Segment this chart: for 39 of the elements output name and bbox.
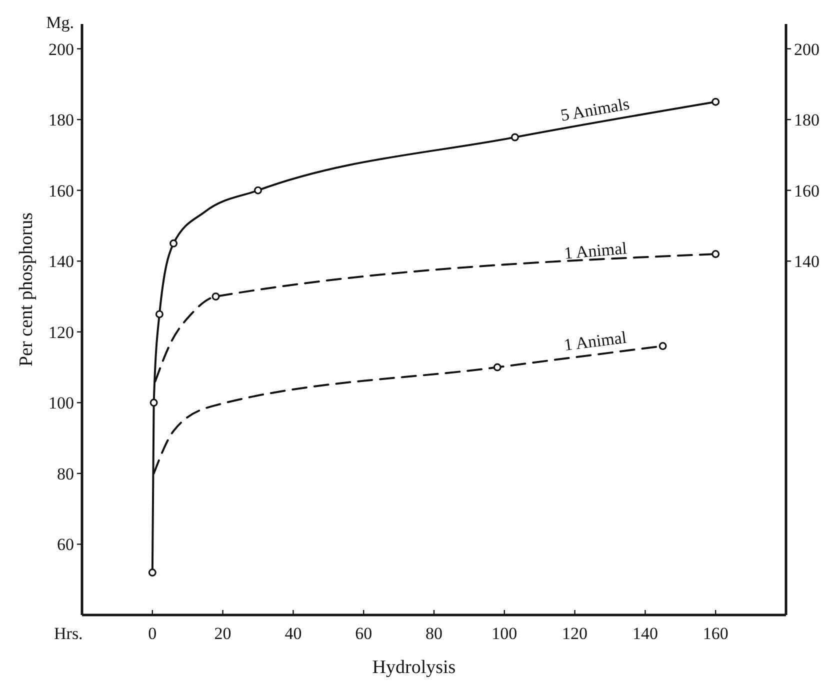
point — [658, 342, 667, 350]
text: Hrs. — [54, 624, 83, 643]
point — [212, 292, 220, 300]
point — [510, 133, 519, 142]
x-axis-title: Hydrolysis — [372, 657, 456, 678]
point — [254, 186, 262, 194]
x-tick-label: 0 — [148, 624, 157, 643]
y-tick-label: 80 — [57, 464, 74, 484]
y-tick-label: 100 — [48, 394, 74, 413]
x-tick-label: 40 — [284, 624, 302, 643]
point — [493, 363, 502, 372]
text: 1 Animal — [562, 328, 628, 355]
y-axis-title: Per cent phosphorus — [16, 212, 37, 367]
text: Mg. — [46, 13, 74, 32]
series-label: 1 Animal — [563, 238, 628, 263]
x-tick-label: 120 — [562, 624, 588, 643]
y2-tick-label: 160 — [794, 181, 820, 200]
y-tick-label: 120 — [48, 322, 74, 342]
y-tick-label: 200 — [48, 40, 74, 59]
x-tick-label: 80 — [426, 624, 442, 643]
point — [170, 239, 178, 248]
x-tick-label: 140 — [632, 624, 658, 643]
point — [712, 250, 720, 258]
point — [712, 98, 720, 106]
x-tick-label: 60 — [355, 624, 372, 643]
y2-tick-label: 200 — [794, 40, 820, 59]
y-tick-label: 160 — [48, 181, 74, 200]
y2-tick-label: 180 — [794, 110, 820, 130]
x-tick-label: 100 — [492, 624, 518, 643]
y-tick-label: 180 — [48, 110, 74, 130]
y2-tick-label: 140 — [794, 252, 820, 272]
point — [148, 568, 156, 577]
y-tick-label: 140 — [48, 252, 74, 272]
point — [155, 310, 164, 318]
y-tick-label: 60 — [57, 535, 74, 554]
text: 5 Animals — [559, 94, 631, 125]
x-tick-label: 160 — [702, 624, 728, 643]
point — [150, 398, 158, 407]
x-tick-label: 20 — [214, 624, 232, 643]
